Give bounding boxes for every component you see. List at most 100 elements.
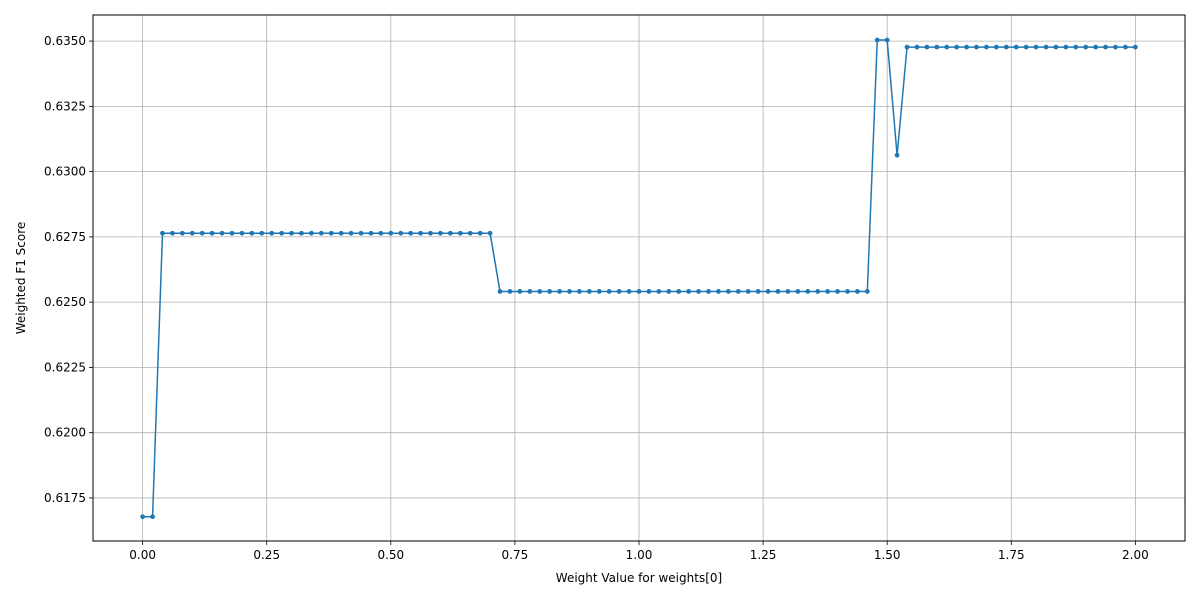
- data-point: [279, 230, 285, 236]
- data-point: [309, 230, 314, 236]
- data-point: [1003, 44, 1009, 50]
- y-tick-label: 0.6175: [44, 491, 86, 505]
- data-point: [170, 230, 175, 236]
- data-point: [745, 289, 751, 294]
- data-point: [924, 44, 930, 50]
- data-point: [785, 289, 791, 294]
- data-point: [289, 230, 294, 236]
- data-point: [884, 37, 890, 43]
- data-point: [299, 230, 304, 236]
- data-point: [686, 289, 692, 294]
- data-point: [140, 514, 146, 520]
- x-tick-label: 1.00: [626, 548, 653, 562]
- data-point: [527, 289, 533, 294]
- data-point: [954, 44, 960, 50]
- data-point: [805, 289, 811, 294]
- data-point: [398, 230, 404, 236]
- data-point: [507, 289, 513, 294]
- data-point: [984, 44, 989, 50]
- data-point: [517, 289, 523, 294]
- data-point: [179, 230, 185, 236]
- data-point: [815, 289, 821, 294]
- data-point: [219, 230, 225, 236]
- data-point: [239, 230, 245, 236]
- y-tick-label: 0.6225: [44, 360, 86, 374]
- data-point: [716, 289, 721, 294]
- data-point: [626, 289, 632, 294]
- data-point: [577, 289, 582, 294]
- x-tick-label: 1.25: [750, 548, 777, 562]
- data-point: [993, 44, 999, 50]
- data-point: [725, 289, 731, 294]
- data-point: [735, 289, 741, 294]
- x-axis-ticks: 0.00 0.25 0.50 0.75 1.00 1.25 1.50 1.75 2.00: [129, 541, 1149, 562]
- data-point: [666, 289, 672, 294]
- data-point: [328, 230, 334, 236]
- x-tick-label: 0.00: [129, 548, 156, 562]
- data-point: [1093, 44, 1099, 50]
- data-point: [1103, 44, 1108, 50]
- data-point: [706, 289, 711, 294]
- x-tick-label: 0.25: [253, 548, 280, 562]
- x-tick-label: 0.50: [377, 548, 404, 562]
- data-point: [1083, 44, 1089, 50]
- data-point: [845, 289, 850, 294]
- data-point: [825, 289, 831, 294]
- data-point: [944, 44, 950, 50]
- data-point: [1063, 44, 1069, 50]
- data-point: [874, 37, 880, 43]
- data-point: [189, 230, 195, 236]
- data-point: [259, 230, 265, 236]
- x-tick-label: 1.50: [874, 548, 901, 562]
- data-point: [606, 289, 612, 294]
- y-axis-label: Weighted F1 Score: [14, 222, 28, 335]
- data-point: [567, 289, 572, 294]
- data-point: [408, 230, 414, 236]
- data-point: [199, 230, 205, 236]
- data-point: [894, 152, 900, 158]
- data-point: [318, 230, 324, 236]
- data-point: [338, 230, 344, 236]
- data-point: [418, 230, 423, 236]
- data-point: [537, 289, 543, 294]
- data-point: [160, 230, 165, 236]
- data-point: [428, 230, 433, 236]
- data-point: [904, 44, 910, 50]
- data-point: [249, 230, 255, 236]
- data-point: [1073, 44, 1079, 50]
- data-point: [388, 230, 394, 236]
- data-point: [656, 289, 662, 294]
- data-point: [596, 289, 602, 294]
- x-tick-label: 2.00: [1122, 548, 1149, 562]
- data-point: [1013, 44, 1019, 50]
- data-point: [348, 230, 354, 236]
- y-tick-label: 0.6275: [44, 230, 86, 244]
- data-point: [1123, 44, 1128, 50]
- data-point: [487, 230, 493, 236]
- x-axis-label: Weight Value for weights[0]: [556, 571, 722, 585]
- data-point: [835, 289, 840, 294]
- data-point: [646, 289, 652, 294]
- data-point: [1113, 44, 1118, 50]
- grid: [93, 15, 1185, 541]
- data-point: [765, 289, 771, 294]
- data-point: [616, 289, 622, 294]
- data-point: [557, 289, 562, 294]
- data-point: [775, 289, 781, 294]
- data-point: [368, 230, 374, 236]
- data-point: [755, 289, 761, 294]
- data-point: [438, 230, 443, 236]
- data-point: [497, 289, 503, 294]
- data-point: [1132, 44, 1138, 50]
- data-point: [855, 289, 860, 294]
- data-point: [547, 289, 553, 294]
- data-point: [467, 230, 473, 236]
- y-tick-label: 0.6200: [44, 426, 86, 440]
- data-point: [586, 289, 592, 294]
- data-point: [1053, 44, 1059, 50]
- y-tick-label: 0.6350: [44, 34, 86, 48]
- data-point: [477, 230, 483, 236]
- data-point: [1023, 44, 1029, 50]
- data-point: [864, 289, 870, 294]
